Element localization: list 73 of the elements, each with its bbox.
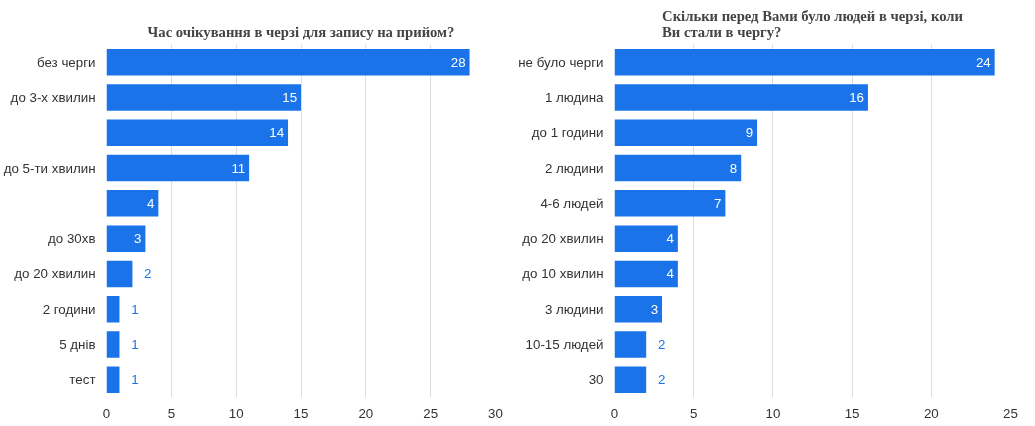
y-tick-label: 10-15 людей	[525, 337, 604, 353]
x-tick-label: 25	[1003, 405, 1018, 421]
x-tick-label: 0	[102, 405, 111, 421]
y-tick-label: 2 людини	[544, 160, 604, 176]
chart-title: Час очікування в черзі для запису на прийом?	[147, 23, 455, 40]
y-tick-label: 4-6 людей	[540, 195, 604, 211]
y-tick-label: тест	[69, 372, 96, 388]
data-label: 4	[147, 195, 156, 211]
y-tick-label: 3 людини	[544, 301, 604, 317]
x-tick-label: 20	[358, 405, 374, 421]
data-label: 24	[975, 54, 992, 70]
data-label: 1	[131, 372, 139, 388]
bar	[614, 225, 678, 252]
y-tick-label: 30	[588, 372, 604, 388]
y-tick-label: до 1 години	[531, 125, 604, 141]
y-tick-label: до 20 хвилин	[522, 231, 604, 247]
bar	[106, 119, 289, 146]
bar	[614, 296, 663, 323]
bar	[614, 119, 758, 146]
x-tick-label: 0	[610, 405, 619, 421]
y-tick-label: 5 днів	[59, 337, 96, 353]
data-label: 2	[658, 337, 666, 353]
y-tick-label: до 20 хвилин	[14, 266, 96, 282]
bar	[614, 260, 678, 288]
y-tick-label: без черги	[37, 54, 96, 70]
bar	[106, 331, 120, 358]
y-tick-label: до 30хв	[48, 231, 96, 247]
bar	[106, 366, 120, 394]
data-label: 1	[131, 301, 139, 317]
y-tick-label: до 10 хвилин	[522, 266, 604, 282]
x-tick-label: 5	[167, 405, 176, 421]
x-tick-label: 15	[293, 405, 309, 421]
data-label: 1	[131, 337, 139, 353]
y-tick-label: до 3-х хвилин	[10, 89, 96, 105]
data-label: 2	[144, 266, 152, 282]
bar	[106, 84, 301, 111]
data-label: 16	[849, 89, 864, 105]
data-label: 8	[729, 160, 738, 176]
y-tick-label: 1 людина	[544, 89, 605, 105]
bar	[614, 48, 995, 76]
x-tick-label: 10	[765, 405, 781, 421]
data-label: 14	[269, 125, 285, 141]
bar	[106, 225, 146, 252]
data-label: 15	[282, 89, 298, 105]
x-tick-label: 5	[689, 405, 698, 421]
x-tick-label: 25	[423, 405, 439, 421]
x-tick-label: 30	[488, 405, 503, 421]
bar	[614, 84, 868, 111]
data-label: 7	[714, 195, 722, 211]
x-tick-label: 10	[228, 405, 244, 421]
bar	[614, 366, 647, 394]
y-tick-label: до 5-ти хвилин	[3, 160, 96, 176]
data-label: 9	[745, 125, 754, 141]
data-label: 4	[666, 266, 675, 282]
data-label: 11	[231, 160, 246, 176]
data-label: 3	[134, 231, 142, 247]
bar	[106, 260, 133, 288]
data-label: 4	[666, 231, 675, 247]
bar	[106, 154, 250, 182]
bar	[614, 154, 742, 182]
bar	[614, 331, 647, 358]
y-tick-label: не було черги	[518, 54, 604, 70]
x-tick-label: 20	[923, 405, 939, 421]
chart-title: Скільки перед Вами було людей в черзі, коли Ви стали в чергу?	[662, 7, 964, 40]
bar	[106, 48, 470, 76]
bar	[106, 190, 159, 217]
bar	[106, 296, 120, 323]
bar	[614, 190, 726, 217]
data-label: 3	[650, 301, 659, 317]
y-tick-label: 2 години	[42, 301, 96, 317]
x-tick-label: 15	[844, 405, 860, 421]
data-label: 2	[658, 372, 666, 388]
data-label: 28	[450, 54, 466, 70]
